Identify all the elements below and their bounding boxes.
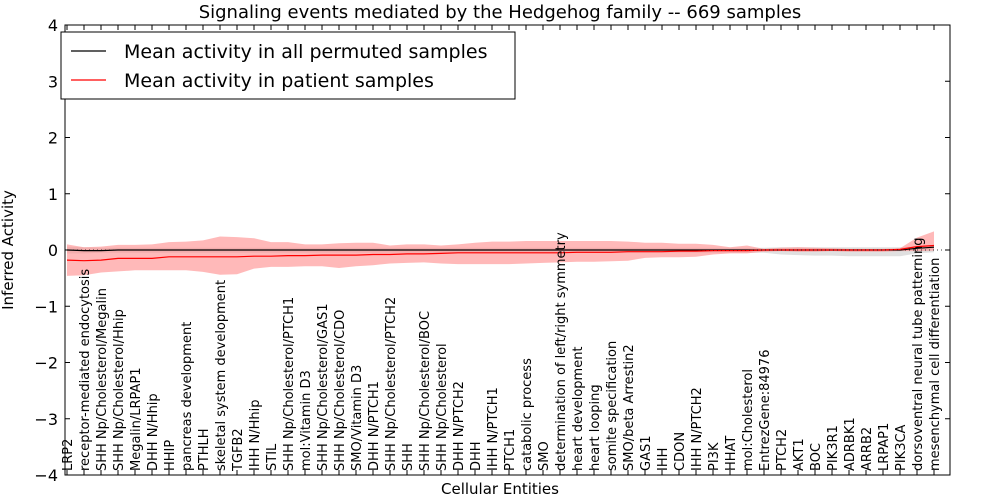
x-tick-label: IHH bbox=[656, 448, 671, 471]
x-tick-label: SMO bbox=[537, 441, 552, 471]
x-tick-label: DHH N/PTCH2 bbox=[452, 381, 467, 471]
x-tick-label: IHH N/PTCH2 bbox=[690, 387, 705, 471]
x-tick-label: catabolic process bbox=[520, 358, 535, 471]
x-tick-label: mol:Vitamin D3 bbox=[299, 370, 314, 471]
x-tick-label: SMO/beta Arrestin2 bbox=[622, 344, 637, 471]
x-tick-label: mol:Cholesterol bbox=[741, 369, 756, 471]
x-tick-label: BOC bbox=[809, 443, 824, 471]
x-tick-label: skeletal system development bbox=[214, 280, 229, 471]
x-tick-label: SHH Np/Cholesterol/CDO bbox=[333, 310, 348, 471]
x-tick-label: SHH Np/Cholesterol/Hhip bbox=[112, 309, 127, 471]
x-tick-label: CDON bbox=[673, 432, 688, 471]
x-tick-label: PIK3CA bbox=[894, 424, 909, 471]
x-tick-label: pancreas development bbox=[180, 322, 195, 471]
x-tick-label: DHH bbox=[469, 441, 484, 471]
x-tick-label: IHH N/Hhip bbox=[248, 400, 263, 472]
legend: Mean activity in all permuted samples Me… bbox=[60, 31, 516, 100]
x-tick-label: dorsoventral neural tube patterning bbox=[911, 238, 926, 471]
y-tick-label: 1 bbox=[48, 185, 58, 204]
x-axis-label: Cellular Entities bbox=[441, 480, 559, 498]
legend-box bbox=[60, 31, 516, 100]
legend-label-permuted: Mean activity in all permuted samples bbox=[124, 41, 487, 63]
band-patient bbox=[67, 231, 934, 276]
y-tick-label: −2 bbox=[34, 354, 58, 373]
x-tick-label: ADRBK1 bbox=[843, 417, 858, 471]
confidence-bands bbox=[67, 231, 934, 276]
x-tick-label: determination of left/right symmetry bbox=[554, 232, 569, 471]
y-tick-label: −1 bbox=[34, 297, 58, 316]
x-tick-label: heart development bbox=[571, 346, 586, 471]
x-tick-label: SHH Np/Cholesterol bbox=[435, 343, 450, 471]
x-tick-label: mesenchymal cell differentiation bbox=[928, 258, 943, 471]
x-tick-label: SHH Np/Cholesterol/BOC bbox=[418, 311, 433, 471]
x-tick-label: PI3K bbox=[707, 442, 722, 471]
x-tick-label: ARRB2 bbox=[860, 427, 875, 471]
y-axis: −4 −3 −2 −1 0 1 2 3 4 bbox=[34, 16, 950, 485]
y-axis-label: Inferred Activity bbox=[0, 190, 17, 310]
x-tick-label: somite specification bbox=[605, 341, 620, 471]
x-tick-label: LRPAP1 bbox=[877, 423, 892, 471]
x-tick-label: SMO/Vitamin D3 bbox=[350, 365, 365, 471]
x-tick-label: PTHLH bbox=[197, 428, 212, 471]
x-tick-label: heart looping bbox=[588, 384, 603, 471]
series-lines bbox=[65, 244, 950, 262]
legend-label-patient: Mean activity in patient samples bbox=[124, 70, 434, 92]
x-tick-label: IHH N/PTCH1 bbox=[486, 387, 501, 471]
x-tick-label: LRP2 bbox=[61, 439, 76, 471]
x-tick-label: Megalin/LRPAP1 bbox=[129, 367, 144, 471]
x-tick-label: SHH Np/Cholesterol/PTCH2 bbox=[384, 297, 399, 471]
x-tick-label: SHH Np/Cholesterol/Megalin bbox=[95, 288, 110, 471]
x-tick-label: HHIP bbox=[163, 440, 178, 471]
y-tick-label: −3 bbox=[34, 410, 58, 429]
x-tick-label: SHH Np/Cholesterol/PTCH1 bbox=[282, 297, 297, 471]
x-tick-label: STIL bbox=[265, 443, 280, 471]
x-axis: LRP2 receptor-mediated endocytosis SHH Np/… bbox=[61, 25, 943, 475]
y-tick-label: 0 bbox=[48, 241, 58, 260]
x-tick-label: GAS1 bbox=[639, 436, 654, 472]
x-tick-label: EntrezGene:84976 bbox=[758, 350, 773, 471]
x-tick-label: receptor-mediated endocytosis bbox=[78, 269, 93, 471]
y-tick-label: 4 bbox=[48, 16, 58, 35]
x-tick-label: AKT1 bbox=[792, 438, 807, 471]
x-tick-label: PTCH2 bbox=[775, 429, 790, 471]
y-tick-label: 2 bbox=[48, 129, 58, 148]
y-tick-label: 3 bbox=[48, 72, 58, 91]
x-tick-label: DHH N/PTCH1 bbox=[367, 381, 382, 471]
x-tick-label: DHH N/Hhip bbox=[146, 393, 161, 471]
x-tick-label: PTCH1 bbox=[503, 429, 518, 471]
x-tick-label: SHH bbox=[401, 443, 416, 471]
x-tick-label: SHH Np/Cholesterol/GAS1 bbox=[316, 303, 331, 471]
y-tick-label: −4 bbox=[34, 466, 58, 485]
x-tick-label: PIK3R1 bbox=[826, 425, 841, 471]
chart-title: Signaling events mediated by the Hedgeho… bbox=[199, 2, 802, 23]
x-tick-label: TGFB2 bbox=[231, 428, 246, 472]
x-tick-label: HHAT bbox=[724, 436, 739, 471]
